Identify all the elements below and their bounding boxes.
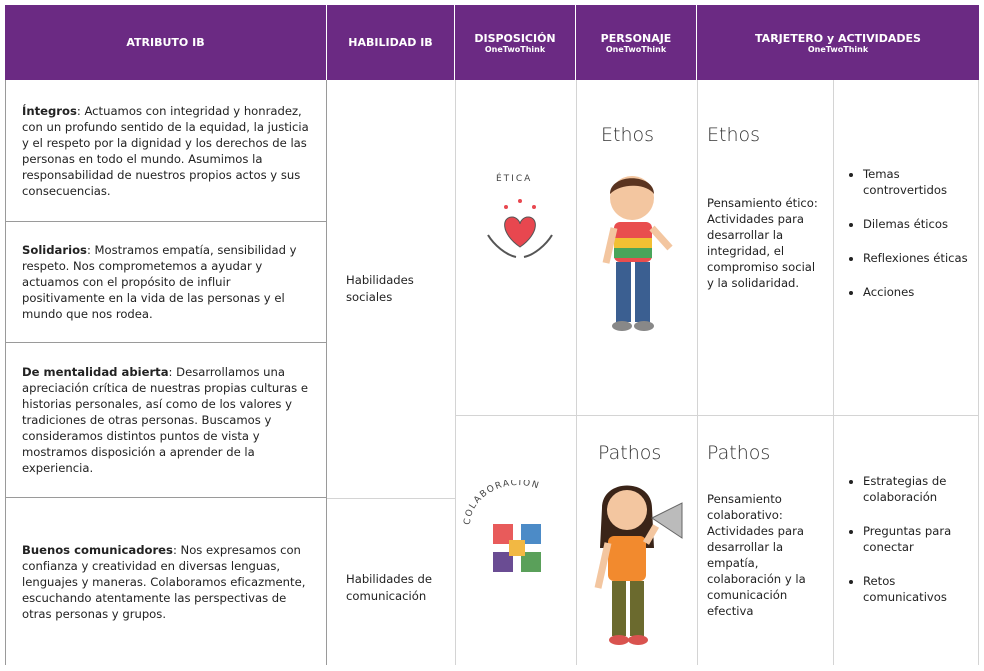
card-title: Pathos — [707, 442, 771, 464]
attribute-description: : Mostramos empatía, sensibilidad y resp… — [22, 243, 297, 321]
activity-list: Estrategias de colaboración Preguntas par… — [845, 473, 977, 623]
divider — [455, 415, 979, 416]
attribute-text: Íntegros: Actuamos con integridad y honr… — [22, 103, 310, 199]
attribute-text: Solidarios: Mostramos empatía, sensibili… — [22, 242, 310, 322]
activity: Reflexiones éticas — [863, 250, 977, 266]
heart — [504, 216, 536, 248]
card-title: Ethos — [707, 124, 761, 146]
header-cell: ATRIBUTO IB — [5, 5, 327, 80]
attribute-text: De mentalidad abierta: Desarrollamos una… — [22, 364, 310, 476]
activity: Temas controvertidos — [863, 166, 977, 198]
activity: Acciones — [863, 284, 977, 300]
icon-label: ÉTICA — [496, 174, 533, 184]
header-subtitle: OneTwoThink — [484, 44, 546, 54]
activity: Dilemas éticos — [863, 216, 977, 232]
divider — [455, 80, 456, 665]
attribute-name: Íntegros — [22, 103, 77, 118]
header-title: HABILIDAD IB — [348, 36, 433, 49]
character-name: Ethos — [601, 124, 655, 146]
attribute-cell: Buenos comunicadores: Nos expresamos con… — [5, 498, 327, 665]
attribute-name: De mentalidad abierta — [22, 365, 169, 379]
attribute-cell: De mentalidad abierta: Desarrollamos una… — [5, 343, 327, 498]
icon-label-arc: COLABORACIÓN — [463, 480, 540, 525]
divider — [978, 80, 979, 665]
character-pathos — [594, 485, 683, 645]
header-cell: PERSONAJE OneTwoThink — [576, 5, 697, 80]
skill: Habilidades de comunicación — [346, 572, 433, 603]
divider — [833, 80, 834, 665]
header-cell: DISPOSICIÓN OneTwoThink — [455, 5, 576, 80]
attribute-cell: Solidarios: Mostramos empatía, sensibili… — [5, 222, 327, 343]
header-title: DISPOSICIÓN — [474, 31, 556, 45]
header-title: TARJETERO y ACTIVIDADES — [755, 31, 921, 45]
header-cell: HABILIDAD IB — [327, 5, 455, 80]
attribute-name: Buenos comunicadores — [22, 542, 173, 557]
skill: Habilidades sociales — [346, 273, 414, 304]
attribute-text: Buenos comunicadores: Nos expresamos con… — [22, 542, 310, 622]
hands — [487, 234, 553, 258]
attribute-description: : Desarrollamos una apreciación crítica … — [22, 365, 308, 475]
activity: Retos comunicativos — [863, 573, 977, 605]
header-subtitle: OneTwoThink — [605, 44, 667, 54]
attribute-cell: Íntegros: Actuamos con integridad y honr… — [5, 80, 327, 222]
header-subtitle: OneTwoThink — [807, 44, 869, 54]
attribute-description: : Nos expresamos con confianza y creativ… — [22, 542, 306, 621]
divider — [327, 498, 455, 499]
attribute-name: Solidarios — [22, 243, 87, 257]
attribute-description: : Actuamos con integridad y honradez, co… — [22, 103, 309, 198]
character-ethos — [602, 176, 673, 331]
collaboration-icon — [493, 524, 541, 572]
activity: Estrategias de colaboración — [863, 473, 977, 505]
header-title: PERSONAJE — [600, 31, 672, 45]
activity-list: Temas controvertidos Dilemas éticos Reflex… — [845, 166, 977, 318]
card-description: Pensamiento ético: Actividades para desa… — [707, 196, 818, 290]
character-name: Pathos — [598, 442, 662, 464]
card-description: Pensamiento colaborativo: Actividades pa… — [707, 492, 806, 618]
divider — [697, 80, 698, 665]
activity: Preguntas para conectar — [863, 523, 977, 555]
header-title: ATRIBUTO IB — [126, 36, 205, 49]
divider — [576, 80, 577, 665]
header-cell: TARJETERO y ACTIVIDADES OneTwoThink — [697, 5, 979, 80]
ethics-icon — [487, 199, 553, 258]
